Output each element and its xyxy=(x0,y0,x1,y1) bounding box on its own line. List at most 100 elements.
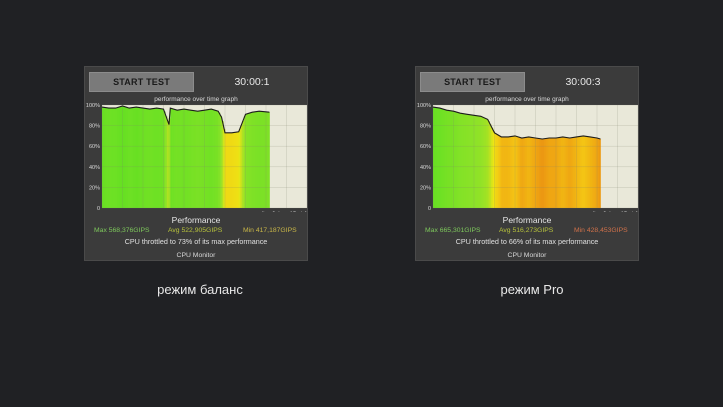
y-tick-label: 20% xyxy=(89,185,100,191)
heat-strip xyxy=(556,137,559,208)
heat-strip xyxy=(585,136,588,208)
heat-strip xyxy=(201,110,204,208)
heat-strip xyxy=(148,108,151,208)
heat-strip xyxy=(136,107,139,208)
cpu-monitor-label: CPU Monitor xyxy=(176,252,216,259)
heat-strip xyxy=(462,113,465,208)
heat-strip xyxy=(574,137,577,208)
heat-strip xyxy=(175,109,178,208)
start-test-button[interactable]: START TEST xyxy=(420,72,525,92)
heat-strip xyxy=(562,137,565,208)
heat-strip xyxy=(149,108,152,208)
heat-strip xyxy=(204,110,207,208)
heat-strip xyxy=(470,114,473,208)
cpu-monitor-label: CPU Monitor xyxy=(507,252,547,259)
heat-strip xyxy=(103,107,106,208)
heat-strip xyxy=(569,137,572,208)
heat-strip xyxy=(120,106,123,208)
heat-strip xyxy=(154,108,158,208)
heat-strip xyxy=(146,108,149,208)
heat-strip xyxy=(137,107,140,208)
heat-strip xyxy=(544,138,547,208)
heat-strip xyxy=(235,132,238,208)
heat-strip xyxy=(444,109,448,208)
heat-strip xyxy=(252,112,255,208)
start-test-button[interactable]: START TEST xyxy=(89,72,194,92)
heat-strip xyxy=(545,138,548,208)
stats-row: Max 665,301GIPS Avg 516,273GIPS Min 428,… xyxy=(416,227,638,236)
heat-strip xyxy=(557,137,560,208)
timer-display: 30:00:1 xyxy=(234,76,270,88)
performance-title: Performance xyxy=(171,215,221,225)
heat-strip xyxy=(579,136,583,208)
heat-strip xyxy=(218,112,221,208)
heat-strip xyxy=(124,106,127,208)
heat-strip xyxy=(119,106,122,208)
heat-strip xyxy=(108,108,111,208)
heat-strip xyxy=(451,111,454,208)
heat-strip xyxy=(248,112,252,208)
heat-strip xyxy=(537,138,540,208)
heat-strip xyxy=(573,137,576,208)
heat-strip xyxy=(513,136,516,208)
heat-strip xyxy=(480,116,483,208)
heat-strip xyxy=(134,107,137,208)
heat-strip xyxy=(586,136,589,208)
heat-strip xyxy=(567,137,571,208)
heat-strip xyxy=(552,137,555,208)
heat-strip xyxy=(540,138,543,208)
heat-strip xyxy=(219,115,222,208)
heat-strip xyxy=(504,136,507,208)
heat-strip xyxy=(110,108,113,208)
heat-strip xyxy=(127,107,130,208)
x-axis-label: time(interval 5min) xyxy=(593,211,638,212)
heat-strip xyxy=(450,110,453,208)
heat-strip xyxy=(185,109,188,208)
heat-strip xyxy=(243,116,246,208)
heat-strip xyxy=(209,109,212,208)
heat-strip xyxy=(172,108,175,208)
heat-strip xyxy=(448,110,451,208)
heat-strip xyxy=(240,125,243,208)
heat-strip xyxy=(139,107,142,208)
y-tick-label: 40% xyxy=(420,165,431,171)
heat-strip xyxy=(538,138,542,208)
heat-strip xyxy=(581,136,584,208)
y-tick-label: 80% xyxy=(89,124,100,130)
heat-strip xyxy=(591,137,594,208)
heat-strip xyxy=(187,109,190,208)
heat-strip xyxy=(515,136,518,208)
heat-strip xyxy=(242,120,245,208)
cpu-monitor-panel-pro: START TEST 30:00:3 performance over time… xyxy=(415,66,639,261)
heat-strip xyxy=(597,138,600,208)
heat-strip xyxy=(194,110,197,208)
heat-strip xyxy=(496,134,499,208)
heat-strip xyxy=(228,132,231,208)
heat-strip xyxy=(494,133,497,208)
heat-strip xyxy=(554,137,557,208)
heat-strip xyxy=(525,137,528,208)
heat-strip xyxy=(238,129,241,208)
heat-strip xyxy=(453,111,456,208)
heat-strip xyxy=(516,136,519,208)
heat-strip xyxy=(226,132,229,208)
heat-strip xyxy=(535,138,538,208)
heat-strip xyxy=(151,108,154,208)
heat-strip xyxy=(170,108,173,208)
throttle-text: CPU throttled to 66% of its max performa… xyxy=(455,237,599,246)
heat-strip xyxy=(564,137,567,208)
heat-strip xyxy=(182,109,185,208)
heat-strip xyxy=(528,137,531,208)
heat-strip xyxy=(532,137,535,208)
heat-strip xyxy=(479,116,482,208)
heat-strip xyxy=(161,108,164,208)
heat-strip xyxy=(262,111,265,208)
heat-strip xyxy=(131,107,134,208)
graph-title: performance over time graph xyxy=(485,96,569,103)
x-axis-label: time(interval 5min) xyxy=(262,211,307,212)
heat-strip xyxy=(530,137,533,208)
heat-strip xyxy=(583,136,586,208)
heat-strip xyxy=(144,108,147,208)
max-stat: Max 665,301GIPS xyxy=(425,227,481,234)
heat-strip xyxy=(255,111,258,208)
